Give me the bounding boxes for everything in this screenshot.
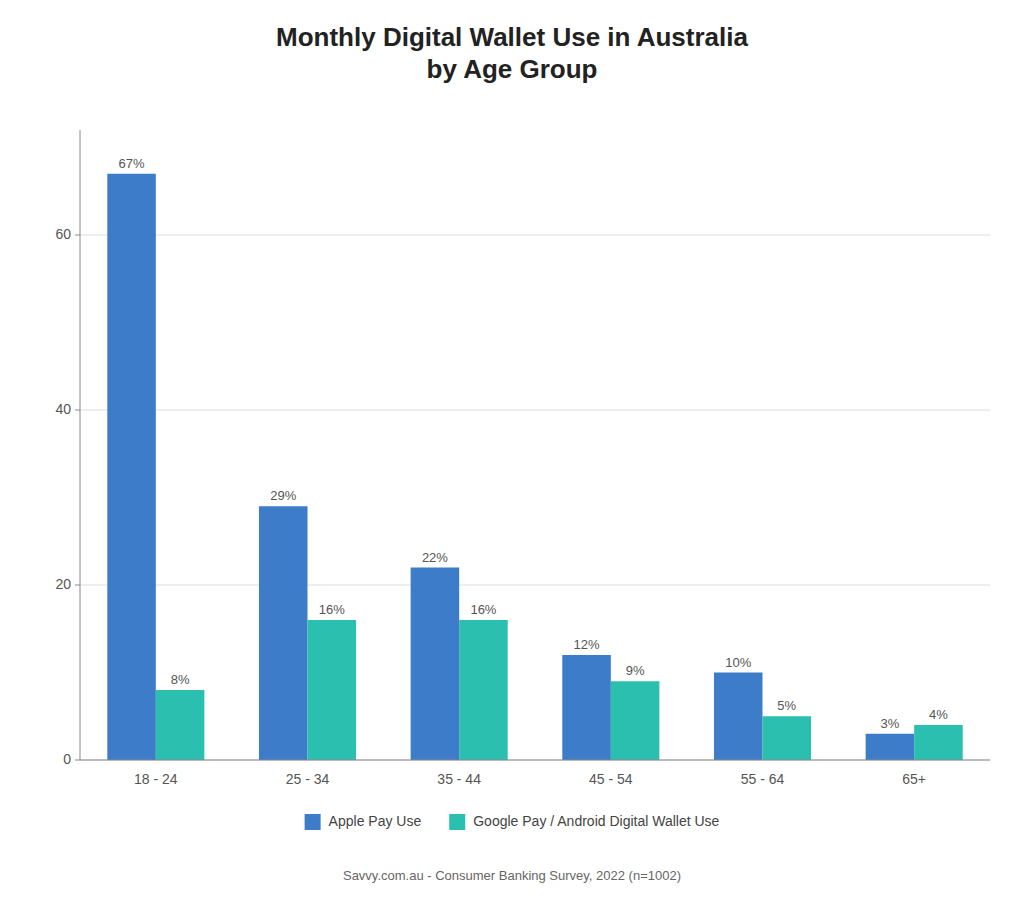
bar bbox=[107, 174, 156, 760]
data-label: 16% bbox=[470, 602, 496, 617]
legend-item: Google Pay / Android Digital Wallet Use bbox=[449, 813, 719, 830]
y-axis: 0 20 40 60 bbox=[55, 130, 990, 767]
x-tick-label: 55 - 64 bbox=[741, 771, 785, 787]
chart-container: Monthly Digital Wallet Use in Australiab… bbox=[0, 0, 1024, 914]
data-label: 29% bbox=[270, 488, 296, 503]
data-label: 3% bbox=[881, 716, 900, 731]
data-label: 12% bbox=[574, 637, 600, 652]
source-note: Savvy.com.au - Consumer Banking Survey, … bbox=[343, 868, 681, 883]
y-tick bbox=[75, 585, 80, 586]
y-tick-label: 60 bbox=[55, 226, 71, 242]
grid-line bbox=[80, 410, 990, 411]
y-axis-line bbox=[80, 130, 81, 760]
title: Monthly Digital Wallet Use in Australiab… bbox=[276, 22, 748, 84]
x-tick-label: 35 - 44 bbox=[437, 771, 481, 787]
bar bbox=[763, 716, 812, 760]
y-tick bbox=[75, 760, 80, 761]
bar bbox=[411, 568, 460, 761]
x-tick-label: 18 - 24 bbox=[134, 771, 178, 787]
x-tick-label: 25 - 34 bbox=[286, 771, 330, 787]
data-label: 10% bbox=[725, 655, 751, 670]
legend-item: Apple Pay Use bbox=[305, 813, 422, 830]
x-axis: 18 - 24 25 - 34 35 - 44 45 - 54 55 - 64 65+ bbox=[80, 760, 990, 787]
y-tick-label: 0 bbox=[63, 751, 71, 767]
bar bbox=[308, 620, 357, 760]
data-label: 5% bbox=[777, 698, 796, 713]
legend-label: Apple Pay Use bbox=[329, 813, 422, 829]
bar bbox=[459, 620, 508, 760]
legend: Apple Pay Use Google Pay / Android Digita… bbox=[305, 813, 720, 830]
y-tick bbox=[75, 235, 80, 236]
data-labels: 67% 29% 22% 12% 10% 3% 8% 16% 16% 9% 5% 4% bbox=[119, 156, 949, 731]
data-label: 8% bbox=[171, 672, 190, 687]
bar bbox=[714, 673, 763, 761]
chart: Monthly Digital Wallet Use in Australiab… bbox=[0, 0, 1024, 914]
data-label: 4% bbox=[929, 707, 948, 722]
title-line: Monthly Digital Wallet Use in Australia bbox=[276, 22, 748, 52]
grid-line bbox=[80, 760, 990, 761]
data-label: 16% bbox=[319, 602, 345, 617]
bar bbox=[562, 655, 611, 760]
x-tick-label: 65+ bbox=[902, 771, 926, 787]
legend-swatch bbox=[449, 814, 465, 830]
legend-swatch bbox=[305, 814, 321, 830]
data-label: 22% bbox=[422, 550, 448, 565]
grid-line bbox=[80, 235, 990, 236]
y-tick-label: 20 bbox=[55, 576, 71, 592]
title-line: by Age Group bbox=[427, 54, 598, 84]
data-label: 67% bbox=[119, 156, 145, 171]
background bbox=[0, 0, 1024, 914]
x-axis-line bbox=[80, 760, 990, 761]
y-tick-label: 40 bbox=[55, 401, 71, 417]
bar bbox=[259, 506, 308, 760]
legend-label: Google Pay / Android Digital Wallet Use bbox=[473, 813, 719, 829]
bar bbox=[914, 725, 963, 760]
x-tick-label: 45 - 54 bbox=[589, 771, 633, 787]
bars bbox=[107, 174, 962, 760]
bar bbox=[156, 690, 205, 760]
grid-line bbox=[80, 585, 990, 586]
bar bbox=[611, 681, 660, 760]
data-label: 9% bbox=[626, 663, 645, 678]
bar bbox=[866, 734, 915, 760]
y-tick bbox=[75, 410, 80, 411]
